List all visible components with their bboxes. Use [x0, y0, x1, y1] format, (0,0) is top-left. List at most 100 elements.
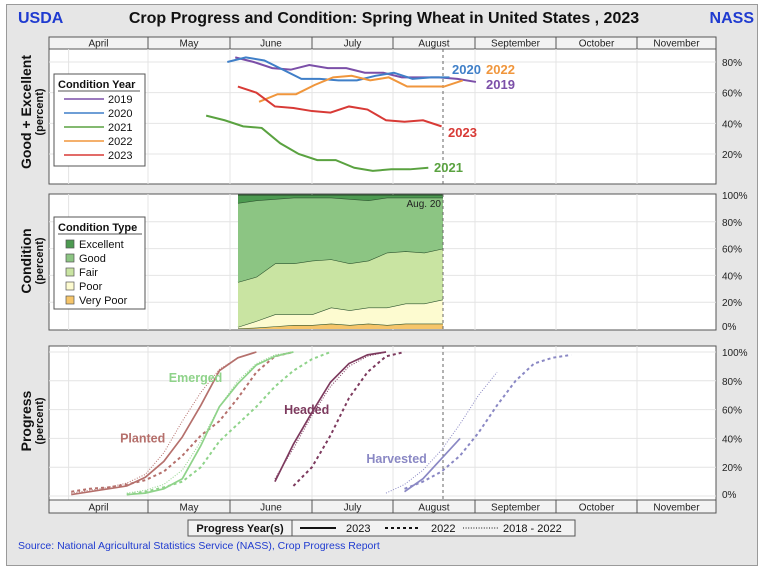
- progress-line-emerged-2023: [126, 351, 294, 496]
- month-label-august: August: [418, 503, 449, 514]
- month-label-april: April: [88, 39, 108, 50]
- series-line-2021: [205, 114, 429, 172]
- y-tick-label: 100%: [722, 191, 748, 202]
- legend-label-excellent: Excellent: [79, 239, 124, 251]
- series-end-label-2023: 2023: [448, 125, 477, 140]
- legend-title: Condition Year: [58, 79, 136, 91]
- stage-label-emerged: Emerged: [169, 371, 223, 385]
- legend-progress-years: Progress Year(s) 2023 2022 2018 - 2022: [187, 519, 576, 537]
- y-tick-label: 80%: [722, 58, 742, 69]
- progress-line-planted-2018---2022: [71, 351, 257, 494]
- legend-label-2021: 2021: [108, 122, 132, 134]
- legend-label-dashed: 2022: [431, 523, 455, 535]
- legend-label-2022: 2022: [108, 136, 132, 148]
- month-label-july: July: [344, 503, 362, 514]
- series-line-2020: [227, 56, 450, 82]
- progress-panel: 0% 20% 40% 60% 80% 100% Planted Emerged Headed Ha…: [48, 345, 748, 501]
- stage-label-headed: Headed: [284, 403, 329, 417]
- legend-label-2023: 2023: [108, 150, 132, 162]
- legend-label-poor: Poor: [79, 281, 103, 293]
- condition-area-excellent: [238, 195, 443, 204]
- legend-box: [53, 73, 146, 167]
- legend-label-2019: 2019: [108, 94, 132, 106]
- y-tick-label: 40%: [722, 271, 742, 282]
- legend-condition-type: Condition Type Excellent Good Fair Poor Very …: [53, 216, 146, 310]
- legend-label-solid: 2023: [346, 523, 370, 535]
- nass-logo: NASS: [709, 10, 754, 27]
- source-note: Source: National Agricultural Statistics…: [18, 540, 380, 552]
- month-label-may: May: [180, 39, 199, 50]
- y-tick-label: 80%: [722, 218, 742, 229]
- y-tick-label: 20%: [722, 463, 742, 474]
- y-tick-label: 100%: [722, 348, 748, 359]
- month-label-july: July: [344, 39, 362, 50]
- progress-line-headed-2023: [274, 351, 387, 482]
- month-axis-bottom: April May June July August September October No…: [48, 499, 717, 514]
- stage-label-planted: Planted: [120, 432, 165, 446]
- y-tick-label: 0%: [722, 490, 737, 501]
- progress-line-headed-2022: [292, 351, 405, 487]
- y-tick-label: 60%: [722, 406, 742, 417]
- stage-label-harvested: Harvested: [366, 452, 426, 466]
- legend-condition-year: Condition Year 2019 2020 2021 2022 2023: [53, 73, 146, 167]
- series-end-label-2019: 2019: [486, 77, 515, 92]
- legend-label-dotted: 2018 - 2022: [503, 523, 562, 535]
- series-end-label-2022: 2022: [486, 62, 515, 77]
- month-label-may: May: [180, 503, 199, 514]
- legend-label-very_poor: Very Poor: [79, 295, 128, 307]
- plot-area: [48, 345, 717, 501]
- legend-label-good: Good: [79, 253, 106, 265]
- condition-area-good: [238, 197, 443, 283]
- month-label-november: November: [653, 39, 700, 50]
- month-label-june: June: [260, 39, 282, 50]
- progress-line-planted-2023: [71, 351, 257, 496]
- progress-line-headed-2018---2022: [274, 351, 387, 479]
- legend-box: [187, 519, 576, 537]
- y-tick-label: 80%: [722, 377, 742, 388]
- progress-line-harvested-2023: [404, 437, 461, 493]
- series-end-label-2020: 2020: [452, 62, 481, 77]
- page-title: Crop Progress and Condition: Spring Whea…: [128, 10, 640, 27]
- progress-line-harvested-2022: [404, 353, 572, 490]
- month-label-september: September: [491, 503, 541, 514]
- progress-line-emerged-2022: [126, 351, 331, 496]
- legend-title: Condition Type: [58, 222, 137, 234]
- legend-title: Progress Year(s): [196, 523, 284, 535]
- y-tick-label: 60%: [722, 89, 742, 100]
- plot-area: [48, 48, 717, 185]
- legend-box: [53, 216, 146, 310]
- month-label-april: April: [88, 503, 108, 514]
- condition-area-fair: [238, 248, 443, 327]
- month-label-november: November: [653, 503, 700, 514]
- progress-line-planted-2022: [71, 351, 294, 493]
- legend-swatch-fair: [65, 267, 75, 277]
- legend-swatch-very_poor: [65, 295, 75, 305]
- month-axis-bg: [48, 499, 717, 514]
- month-label-august: August: [418, 39, 449, 50]
- legend-swatch-poor: [65, 281, 75, 291]
- series-line-2022: [258, 74, 464, 103]
- y-tick-label: 40%: [722, 119, 742, 130]
- month-label-october: October: [579, 39, 615, 50]
- y-tick-label: 20%: [722, 150, 742, 161]
- month-label-september: September: [491, 39, 541, 50]
- y-tick-label: 40%: [722, 434, 742, 445]
- usda-logo: USDA: [18, 10, 64, 27]
- series-line-2023: [237, 85, 442, 128]
- month-axis-top: April May June July August September October No…: [48, 36, 717, 50]
- y-tick-label: 20%: [722, 298, 742, 309]
- series-end-label-2021: 2021: [434, 160, 463, 175]
- month-label-june: June: [260, 503, 282, 514]
- current-date-label: Aug. 20: [407, 199, 442, 210]
- legend-swatch-good: [65, 253, 75, 263]
- legend-label-fair: Fair: [79, 267, 98, 279]
- legend-swatch-excellent: [65, 239, 75, 249]
- legend-label-2020: 2020: [108, 108, 132, 120]
- condition-panel: 0% 20% 40% 60% 80% 100% Aug. 20 Condition Type E…: [48, 191, 748, 333]
- month-axis-bg: [48, 36, 717, 50]
- month-label-october: October: [579, 503, 615, 514]
- y-tick-label: 60%: [722, 245, 742, 256]
- y-tick-label: 0%: [722, 322, 737, 333]
